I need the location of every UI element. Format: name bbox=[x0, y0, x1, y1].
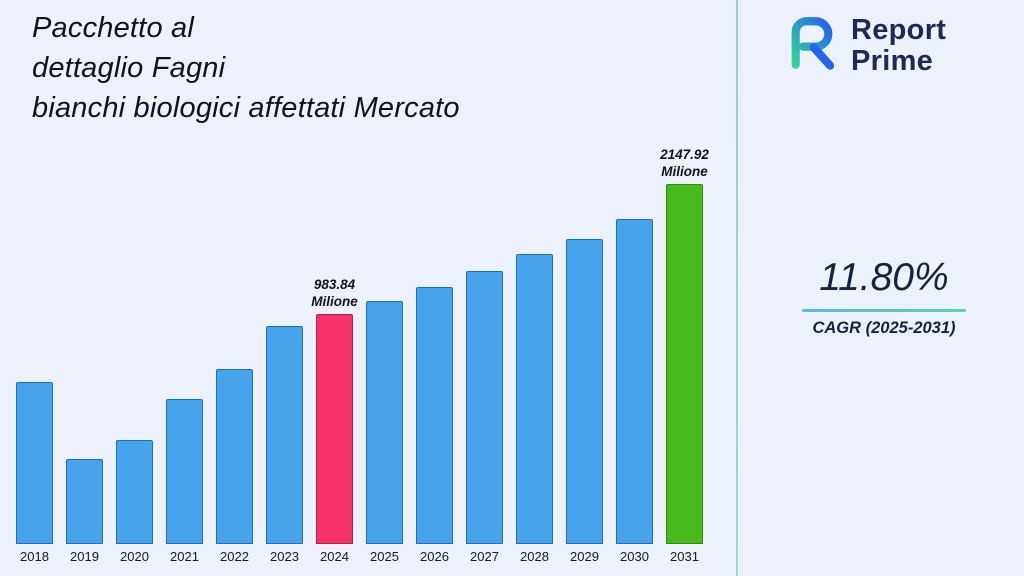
bar-2024 bbox=[316, 314, 353, 544]
bar-2025 bbox=[366, 301, 403, 544]
bar-group-2029: 2029 bbox=[566, 239, 603, 564]
bar-group-2027: 2027 bbox=[466, 271, 503, 564]
x-axis-label-2024: 2024 bbox=[320, 549, 349, 564]
x-axis-label-2029: 2029 bbox=[570, 549, 599, 564]
bar-2028 bbox=[516, 254, 553, 544]
x-axis-label-2021: 2021 bbox=[170, 549, 199, 564]
bar-group-2020: 2020 bbox=[116, 440, 153, 564]
bar-chart: 2018 2019 2020 2021 2022 2023 983.84 Milione 202… bbox=[16, 146, 709, 564]
brand-name: Report Prime bbox=[851, 13, 947, 77]
brand-name-line-2: Prime bbox=[851, 44, 934, 77]
chart-title: Pacchetto al dettaglio Fagni bianchi bio… bbox=[32, 8, 460, 128]
x-axis-label-2028: 2028 bbox=[520, 549, 549, 564]
bar-2020 bbox=[116, 440, 153, 544]
brand-name-line-1: Report bbox=[851, 13, 947, 46]
bar-2027 bbox=[466, 271, 503, 544]
cagr-label: CAGR (2025-2031) bbox=[812, 319, 956, 337]
cagr-value: 11.80% bbox=[819, 256, 949, 299]
chart-title-line-2: dettaglio Fagni bbox=[32, 52, 226, 84]
bar-group-2026: 2026 bbox=[416, 287, 453, 564]
cagr-underline bbox=[802, 309, 966, 312]
bar-2019 bbox=[66, 459, 103, 544]
bar-group-2031: 2147.92 Milione 2031 bbox=[660, 146, 709, 564]
bar-group-2018: 2018 bbox=[16, 382, 53, 564]
chart-title-line-1: Pacchetto al bbox=[32, 12, 194, 44]
bar-group-2022: 2022 bbox=[216, 369, 253, 564]
bar-group-2019: 2019 bbox=[66, 459, 103, 564]
vertical-divider bbox=[736, 0, 738, 576]
x-axis-label-2022: 2022 bbox=[220, 549, 249, 564]
brand-block: Report Prime bbox=[783, 14, 946, 77]
bar-2021 bbox=[166, 399, 203, 544]
chart-title-line-3: bianchi biologici affettati Mercato bbox=[32, 92, 460, 124]
bar-2029 bbox=[566, 239, 603, 544]
cagr-block: 11.80% CAGR (2025-2031) bbox=[800, 256, 968, 338]
bar-group-2030: 2030 bbox=[616, 219, 653, 564]
bar-2018 bbox=[16, 382, 53, 544]
x-axis-label-2030: 2030 bbox=[620, 549, 649, 564]
x-axis-label-2020: 2020 bbox=[120, 549, 149, 564]
x-axis-label-2026: 2026 bbox=[420, 549, 449, 564]
bar-2030 bbox=[616, 219, 653, 544]
x-axis-label-2025: 2025 bbox=[370, 549, 399, 564]
bar-2023 bbox=[266, 326, 303, 544]
x-axis-label-2019: 2019 bbox=[70, 549, 99, 564]
x-axis-label-2023: 2023 bbox=[270, 549, 299, 564]
x-axis-label-2027: 2027 bbox=[470, 549, 499, 564]
bar-group-2024: 983.84 Milione 2024 bbox=[311, 276, 358, 564]
x-axis-label-2031: 2031 bbox=[670, 549, 699, 564]
bar-group-2025: 2025 bbox=[366, 301, 403, 564]
x-axis-label-2018: 2018 bbox=[20, 549, 49, 564]
bar-2022 bbox=[216, 369, 253, 544]
bar-2031 bbox=[666, 184, 703, 544]
bar-group-2021: 2021 bbox=[166, 399, 203, 564]
report-prime-logo-icon bbox=[783, 14, 841, 77]
bar-2026 bbox=[416, 287, 453, 544]
bar-value-label-2031: 2147.92 Milione bbox=[660, 147, 709, 179]
bar-value-label-2024: 983.84 Milione bbox=[311, 277, 358, 309]
bar-group-2023: 2023 bbox=[266, 326, 303, 564]
bar-group-2028: 2028 bbox=[516, 254, 553, 564]
